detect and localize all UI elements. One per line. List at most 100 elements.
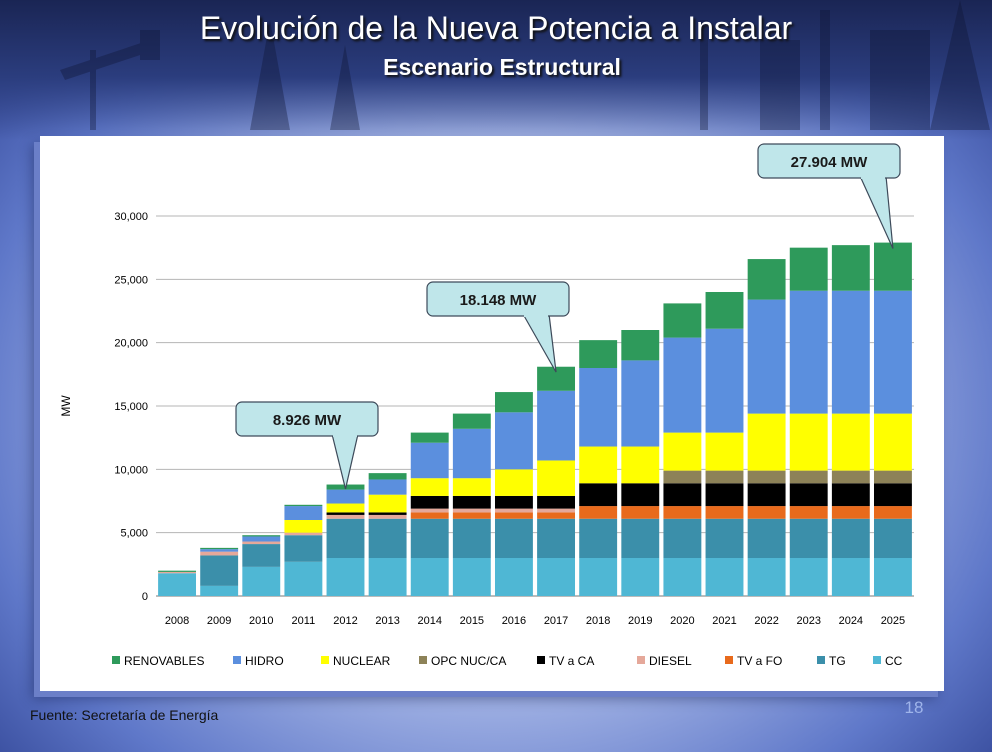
x-tick-label: 2015: [460, 615, 484, 627]
bar-segment-hidro: [326, 489, 365, 504]
bar-segment-cc: [452, 558, 491, 596]
legend-swatch: [233, 656, 241, 664]
legend-item-tv-a-ca: TV a CA: [537, 654, 594, 668]
legend-item-opc-nuc-ca: OPC NUC/CA: [419, 654, 506, 668]
bar-stack-2020: [663, 303, 702, 596]
legend-item-tg: TG: [817, 654, 846, 668]
bar-stack-2017: [537, 366, 576, 596]
bar-segment-cc: [705, 558, 744, 596]
bar-stack-2015: [452, 413, 491, 596]
bar-segment-nuclear: [579, 446, 618, 484]
bar-segment-diesel: [200, 551, 239, 556]
legend-label: OPC NUC/CA: [431, 654, 506, 668]
bar-segment-tv-a-fo: [663, 506, 702, 519]
bar-segment-opc-nuc-ca: [873, 470, 912, 484]
bar-stack-2022: [747, 259, 786, 596]
chart-panel: 0 5,000 10,000 15,000 20,000 25,000 30,000 MW …: [40, 136, 944, 691]
bar-segment-diesel: [158, 571, 197, 574]
x-tick-label: 2010: [249, 615, 273, 627]
bar-segment-hidro: [242, 536, 281, 542]
bar-segment-nuclear: [747, 413, 786, 471]
x-tick-label: 2022: [754, 615, 778, 627]
legend-swatch: [112, 656, 120, 664]
callout-label: 27.904 MW: [791, 154, 869, 171]
legend-label: HIDRO: [245, 654, 284, 668]
bar-stack-2011: [284, 504, 323, 596]
x-tick-label: 2016: [502, 615, 526, 627]
bar-segment-tv-a-ca: [368, 512, 407, 515]
bar-stack-2009: [200, 547, 239, 596]
bar-segment-diesel: [410, 508, 449, 513]
bar-segment-tv-a-ca: [621, 483, 660, 507]
bar-segment-cc: [873, 558, 912, 596]
title-banner: Evolución de la Nueva Potencia a Instala…: [0, 0, 992, 140]
x-tick-label: 2014: [417, 615, 441, 627]
legend: RENOVABLES HIDRO NUCLEAR OPC NUC/CA TV a CA D…: [112, 654, 903, 668]
legend-label: TV a FO: [737, 654, 782, 668]
bar-segment-cc: [242, 566, 281, 596]
bar-segment-nuclear: [831, 413, 870, 471]
x-tick-label: 2019: [628, 615, 652, 627]
y-tick-labels: 0 5,000 10,000 15,000 20,000 25,000 30,000: [114, 211, 148, 603]
bar-stack-2018: [579, 340, 618, 596]
bar-segment-renovables: [410, 432, 449, 443]
bar-segment-tg: [621, 518, 660, 558]
bar-segment-tg: [663, 518, 702, 558]
bar-segment-cc: [200, 585, 239, 596]
legend-item-cc: CC: [873, 654, 903, 668]
bar-segment-cc: [326, 558, 365, 596]
y-tick-label: 30,000: [114, 211, 148, 223]
x-tick-label: 2011: [292, 615, 316, 627]
y-tick-label: 15,000: [114, 401, 148, 413]
bar-segment-cc: [284, 561, 323, 596]
callout-pointer: [331, 433, 359, 490]
bar-segment-cc: [410, 558, 449, 596]
bar-segment-hidro: [494, 412, 533, 470]
bar-segment-tg: [747, 518, 786, 558]
bar-segment-nuclear: [789, 413, 828, 471]
bar-stack-2014: [410, 432, 449, 596]
bar-segment-renovables: [873, 242, 912, 291]
legend-swatch: [321, 656, 329, 664]
bar-stack-2021: [705, 292, 744, 596]
bar-stack-2025: [873, 242, 912, 596]
bar-segment-hidro: [579, 368, 618, 447]
bar-segment-tv-a-ca: [326, 512, 365, 515]
legend-item-renovables: RENOVABLES: [112, 654, 204, 668]
y-tick-label: 25,000: [114, 274, 148, 286]
bar-segment-nuclear: [494, 469, 533, 496]
bar-segment-renovables: [368, 473, 407, 480]
x-tick-label: 2017: [544, 615, 568, 627]
bar-segment-tg: [579, 518, 618, 558]
legend-item-nuclear: NUCLEAR: [321, 654, 391, 668]
bar-segment-cc: [494, 558, 533, 596]
bar-segment-renovables: [158, 570, 197, 572]
legend-item-hidro: HIDRO: [233, 654, 284, 668]
bar-stack-2013: [368, 473, 407, 596]
bar-segment-nuclear: [537, 460, 576, 496]
callout-2017: 18.148 MW: [426, 281, 570, 373]
bar-stack-2023: [789, 247, 828, 596]
legend-swatch: [725, 656, 733, 664]
x-tick-label: 2024: [839, 615, 863, 627]
bar-segment-tv-a-ca: [705, 483, 744, 507]
oilfield-silhouette: [60, 0, 990, 130]
callout-box: [757, 143, 901, 179]
bar-segment-cc: [831, 558, 870, 596]
bar-segment-nuclear: [326, 503, 365, 513]
bar-stack-2024: [831, 245, 870, 596]
bar-stack-2019: [621, 330, 660, 596]
legend-swatch: [537, 656, 545, 664]
bar-segment-renovables: [242, 535, 281, 537]
legend-swatch: [873, 656, 881, 664]
bar-segment-tv-a-fo: [621, 506, 660, 519]
page-number: 18: [904, 698, 924, 717]
bar-segment-nuclear: [663, 432, 702, 471]
bar-segment-tg: [368, 518, 407, 558]
bar-segment-tg: [789, 518, 828, 558]
bar-segment-cc: [537, 558, 576, 596]
bar-segment-hidro: [621, 360, 660, 447]
bar-segment-hidro: [537, 390, 576, 461]
x-tick-label: 2008: [165, 615, 189, 627]
legend-label: NUCLEAR: [333, 654, 391, 668]
